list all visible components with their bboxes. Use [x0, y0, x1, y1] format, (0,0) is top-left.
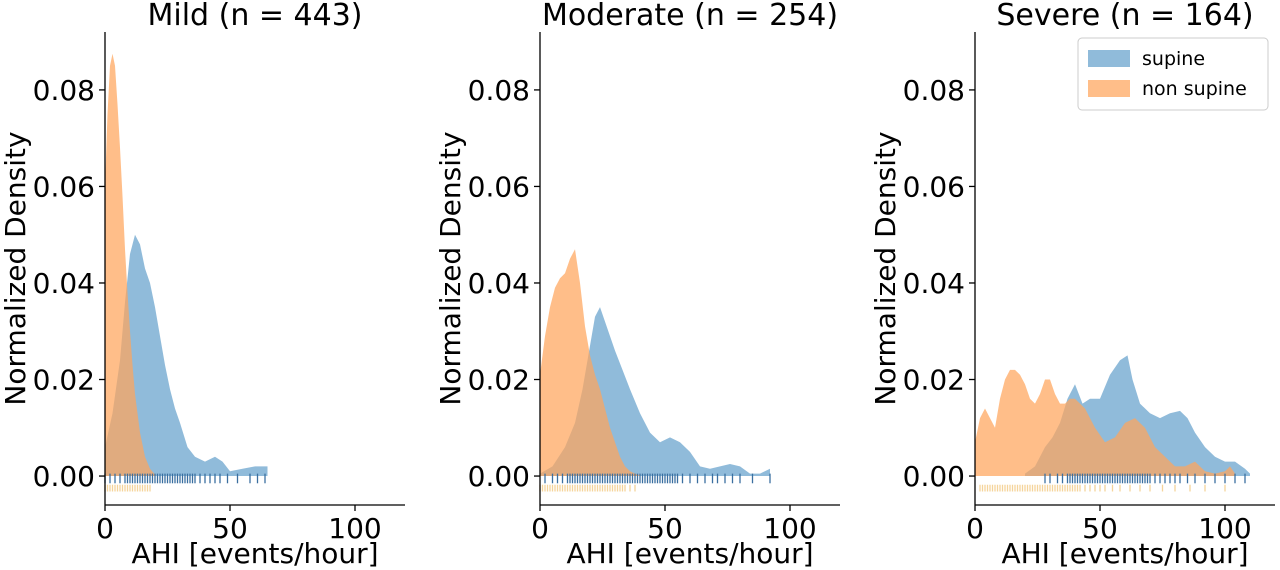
panel3-x-tick-label: 50 [1082, 512, 1118, 545]
panel2-y-tick-label: 0.08 [468, 74, 530, 107]
legend-label-non-supine: non supine [1142, 78, 1247, 100]
panel1-x-tick-label: 50 [212, 512, 248, 545]
panel2-y-tick-label: 0.06 [468, 170, 530, 203]
panel2-title: Moderate (n = 254) [542, 0, 838, 33]
panel1-x-tick-label: 100 [328, 512, 381, 545]
panel3-y-axis-label: Normalized Density [869, 131, 902, 405]
panel1-y-tick-label: 0.08 [33, 74, 95, 107]
panel2-y-tick-label: 0.00 [468, 460, 530, 493]
panel2-x-axis-label: AHI [events/hour] [566, 537, 813, 570]
panel1-supine-density-area [105, 234, 268, 476]
panel1-non-supine-density-area [105, 53, 155, 476]
panel3-title: Severe (n = 164) [996, 0, 1253, 33]
legend-label-supine: supine [1142, 48, 1205, 70]
panel2-x-tick-label: 100 [763, 512, 816, 545]
panel3-y-tick-label: 0.04 [903, 267, 965, 300]
panel3-x-tick-label: 100 [1198, 512, 1251, 545]
panel3-y-tick-label: 0.06 [903, 170, 965, 203]
panel3-y-tick-label: 0.08 [903, 74, 965, 107]
panel1-y-tick-label: 0.06 [33, 170, 95, 203]
panel1-y-tick-label: 0.02 [33, 364, 95, 397]
panel2-y-tick-label: 0.02 [468, 364, 530, 397]
panel2-x-tick-label: 0 [531, 512, 549, 545]
panel2-y-tick-label: 0.04 [468, 267, 530, 300]
panel2-y-axis-label: Normalized Density [434, 131, 467, 405]
legend-swatch-supine [1088, 50, 1130, 67]
legend-swatch-non-supine [1088, 80, 1130, 97]
panel2-non-supine-density-area [540, 249, 640, 476]
panel1-x-tick-label: 0 [96, 512, 114, 545]
panel1-y-tick-label: 0.00 [33, 460, 95, 493]
panel3-x-tick-label: 0 [966, 512, 984, 545]
panel3-y-tick-label: 0.00 [903, 460, 965, 493]
panel1-y-tick-label: 0.04 [33, 267, 95, 300]
panel1-y-axis-label: Normalized Density [0, 131, 32, 405]
panel3-x-axis-label: AHI [events/hour] [1001, 537, 1248, 570]
panel1-x-axis-label: AHI [events/hour] [131, 537, 378, 570]
panel1-title: Mild (n = 443) [147, 0, 362, 33]
panel3-y-tick-label: 0.02 [903, 364, 965, 397]
panel3-non-supine-density-area [975, 369, 1235, 476]
panel2-x-tick-label: 50 [647, 512, 683, 545]
